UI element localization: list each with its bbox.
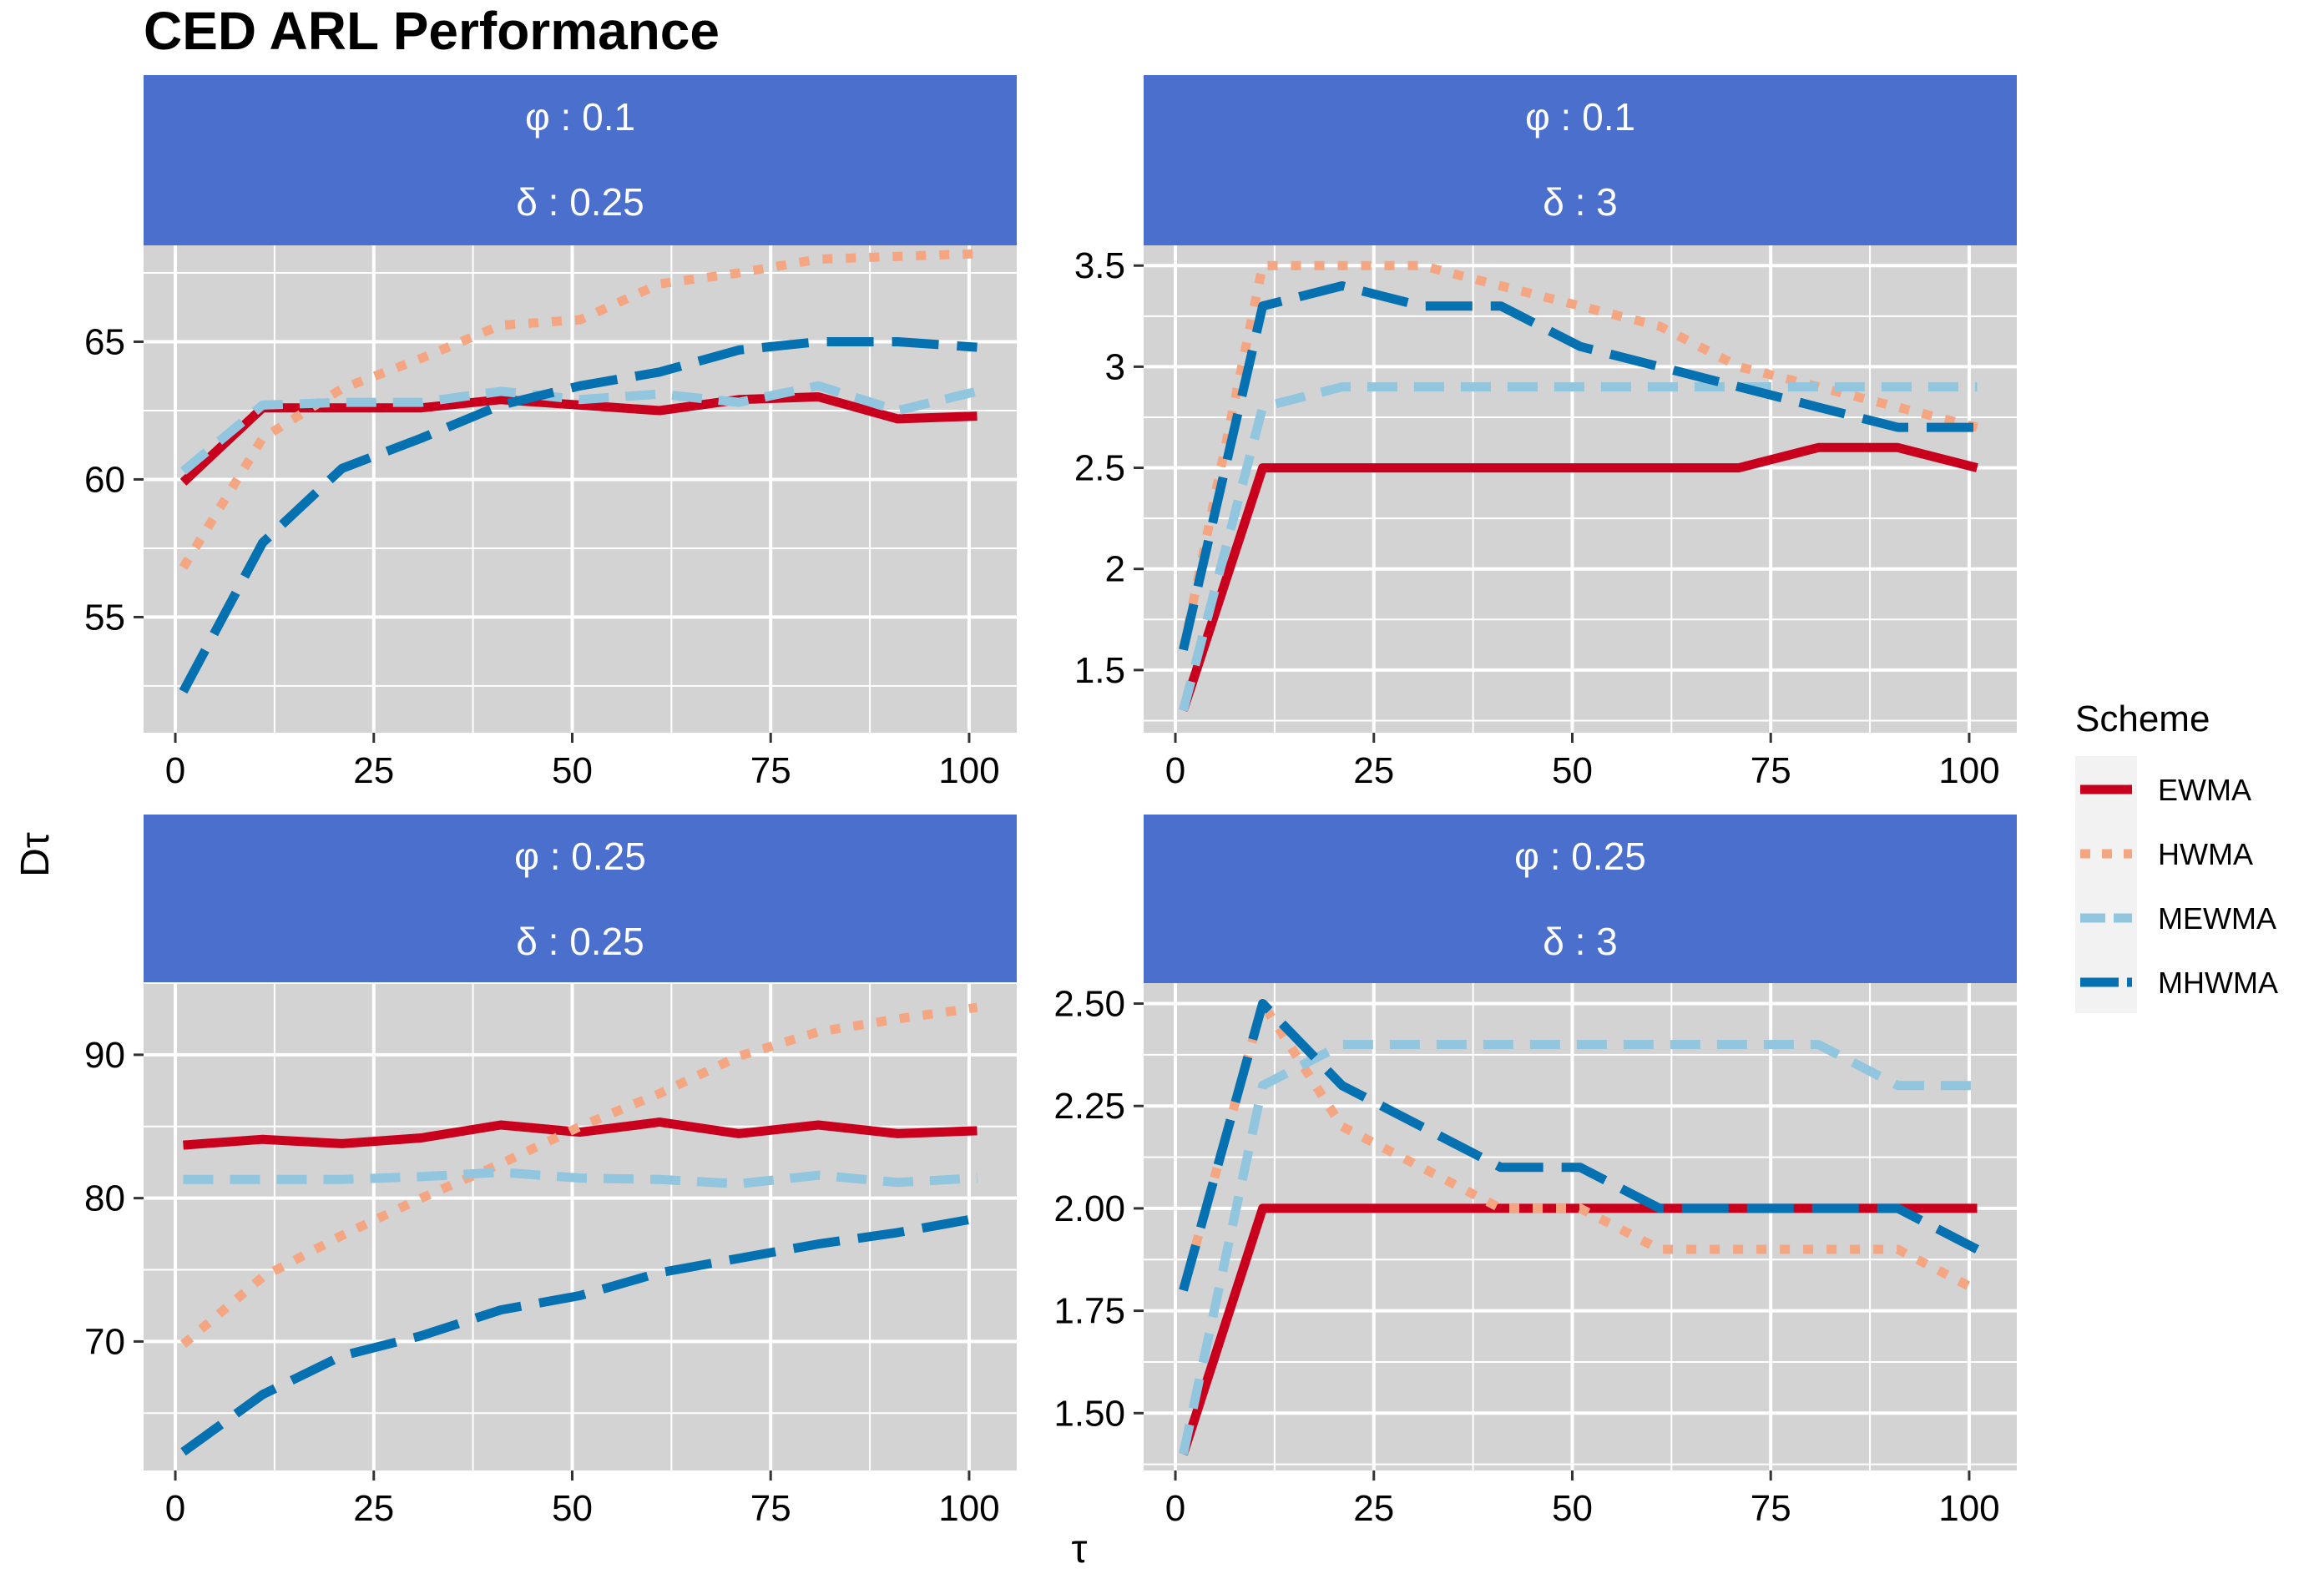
- x-tick-label: 50: [1552, 750, 1593, 791]
- facet-strip-label: δ : 3: [1543, 920, 1618, 963]
- y-tick-label: 60: [84, 459, 125, 500]
- x-tick-label: 0: [165, 1488, 185, 1529]
- x-tick-label: 75: [1751, 1488, 1791, 1529]
- facet-strip-phi: [1144, 815, 2017, 900]
- x-tick-label: 25: [1353, 1488, 1394, 1529]
- series-line-hwma: [179, 1002, 978, 1348]
- y-tick-label: 1.75: [1053, 1291, 1125, 1332]
- series-line-hwma: [1179, 260, 1978, 651]
- legend-item-label: EWMA: [2158, 773, 2251, 807]
- y-tick-label: 2.25: [1053, 1086, 1125, 1127]
- legend-key-background: [2075, 756, 2137, 1013]
- legend-item-mewma: MEWMA: [2080, 901, 2276, 936]
- legend-item-ewma: EWMA: [2080, 773, 2251, 807]
- legend-item-label: HWMA: [2158, 837, 2253, 871]
- legend-item-hwma: HWMA: [2080, 837, 2253, 871]
- y-tick-label: 3.5: [1074, 245, 1125, 286]
- x-tick-label: 50: [552, 1488, 593, 1529]
- legend: Scheme EWMA HWMA MEWMA MHWMA: [2075, 699, 2278, 1013]
- y-tick-label: 1.50: [1053, 1393, 1125, 1434]
- facet-strip-phi: [144, 815, 1017, 900]
- y-tick-label: 2.50: [1053, 984, 1125, 1025]
- y-tick-label: 55: [84, 597, 125, 638]
- legend-item-mhwma: MHWMA: [2080, 966, 2278, 1000]
- y-tick-label: 65: [84, 321, 125, 362]
- facet-panel-2: φ : 0.1 δ : 3 0 25 50 75 100 1.5 2 2.5 3 3.5: [1074, 75, 2017, 791]
- legend-item-label: MEWMA: [2158, 901, 2276, 936]
- y-tick-label: 80: [84, 1178, 125, 1219]
- x-tick-label: 25: [353, 750, 394, 791]
- x-tick-label: 75: [750, 1488, 791, 1529]
- x-tick-label: 100: [1938, 1488, 1999, 1529]
- facet-strip-label: δ : 0.25: [516, 920, 644, 963]
- x-tick-label: 100: [938, 1488, 999, 1529]
- facet-panel-4: φ : 0.25 δ : 3 0 25 50 75 100 1.50 1.75 2.00 2.25 2…: [1053, 815, 2017, 1529]
- facet-strip-phi: [1144, 75, 2017, 160]
- x-tick-label: 0: [1165, 1488, 1185, 1529]
- y-tick-label: 90: [84, 1035, 125, 1076]
- facet-strip-label: δ : 3: [1543, 180, 1618, 224]
- x-tick-label: 0: [165, 750, 185, 791]
- facet-panel-1: φ : 0.1 δ : 0.25 0 25 50 75 100 55 60 65: [84, 75, 1017, 791]
- x-tick-label: 50: [552, 750, 593, 791]
- facet-strip-delta: [144, 160, 1017, 245]
- x-tick-label: 25: [353, 1488, 394, 1529]
- x-tick-label: 50: [1552, 1488, 1593, 1529]
- x-tick-label: 100: [1938, 750, 1999, 791]
- facet-strip-label: φ : 0.1: [1525, 95, 1635, 139]
- y-tick-label: 2.00: [1053, 1188, 1125, 1229]
- x-tick-label: 0: [1165, 750, 1185, 791]
- facet-strip-phi: [144, 75, 1017, 160]
- legend-item-label: MHWMA: [2158, 966, 2278, 1000]
- x-tick-label: 75: [750, 750, 791, 791]
- legend-title: Scheme: [2075, 699, 2210, 739]
- chart-title: CED ARL Performance: [144, 1, 720, 61]
- y-tick-label: 2.5: [1074, 448, 1125, 489]
- facet-strip-label: δ : 0.25: [516, 180, 644, 224]
- x-axis-title: τ: [1072, 1527, 1088, 1571]
- facet-strip-delta: [1144, 900, 2017, 985]
- facet-strip-label: φ : 0.25: [1514, 835, 1646, 878]
- facet-strip-label: φ : 0.1: [525, 95, 635, 139]
- panel-background: [1144, 983, 2017, 1470]
- y-tick-label: 2: [1105, 549, 1125, 590]
- y-axis-title: Dτ: [13, 832, 58, 877]
- y-tick-label: 70: [84, 1321, 125, 1362]
- x-tick-label: 100: [938, 750, 999, 791]
- x-tick-label: 75: [1751, 750, 1791, 791]
- panel-background: [144, 983, 1017, 1470]
- panel-background: [1144, 245, 2017, 733]
- panel-background: [144, 245, 1017, 733]
- x-tick-label: 25: [1353, 750, 1394, 791]
- facet-strip-delta: [144, 900, 1017, 985]
- facet-strip-delta: [1144, 160, 2017, 245]
- y-tick-label: 1.5: [1074, 650, 1125, 691]
- facet-strip-label: φ : 0.25: [514, 835, 646, 878]
- facet-panels: φ : 0.1 δ : 0.25 0 25 50 75 100 55 60 65 φ : 0.1 δ …: [84, 75, 2017, 1529]
- y-tick-label: 3: [1105, 346, 1125, 387]
- facet-panel-3: φ : 0.25 δ : 0.25 0 25 50 75 100 70 80 90: [84, 815, 1017, 1529]
